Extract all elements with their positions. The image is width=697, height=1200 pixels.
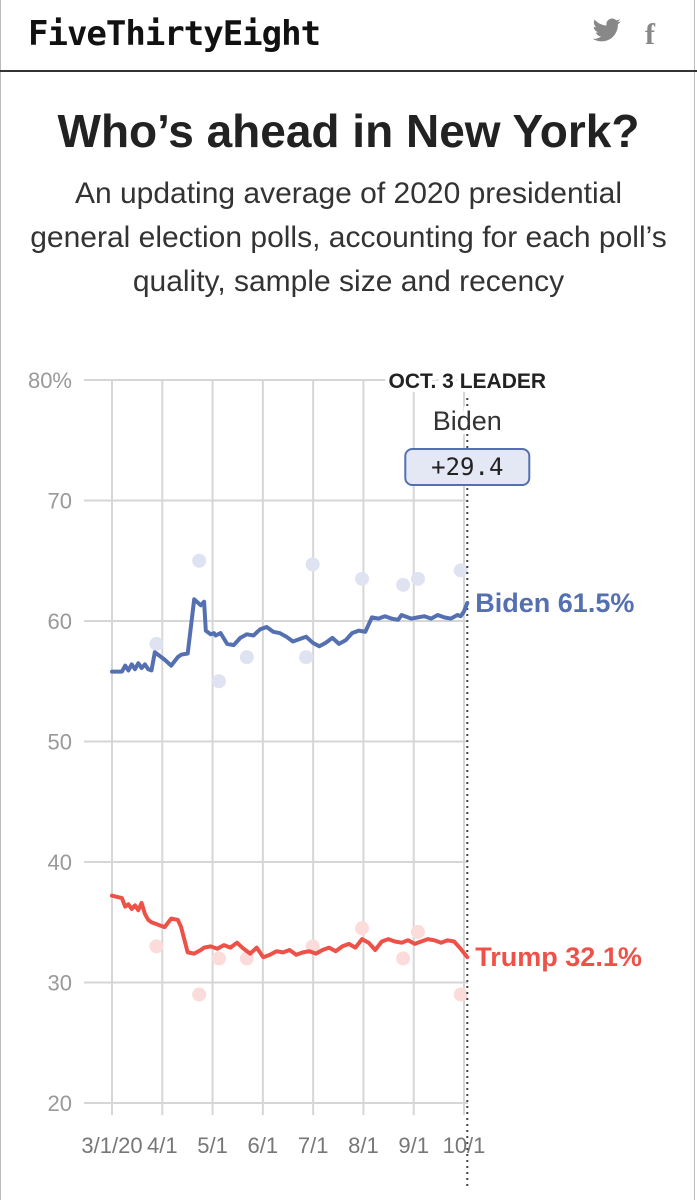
y-tick-label: 30 bbox=[48, 971, 72, 996]
x-tick-label: 10/1 bbox=[443, 1133, 486, 1158]
leader-name: Biden bbox=[433, 406, 502, 436]
series-end-label-trump: Trump 32.1% bbox=[475, 942, 642, 972]
polling-average-chart: 80% 70 60 50 40 30 20 3/1/20 4/1 5/1 6/1 7/1 8/1 9/1 1… bbox=[28, 366, 642, 1190]
y-tick-label: 70 bbox=[48, 489, 72, 514]
series-end-label-biden: Biden 61.5% bbox=[475, 588, 634, 618]
twitter-icon[interactable] bbox=[592, 18, 622, 52]
site-logo[interactable]: FiveThirtyEight bbox=[28, 14, 321, 54]
poll-dot bbox=[299, 650, 314, 665]
x-tick-label: 7/1 bbox=[298, 1133, 329, 1158]
leader-header: OCT. 3 LEADER bbox=[389, 370, 547, 393]
x-tick-label: 6/1 bbox=[248, 1133, 279, 1158]
top-bar: FiveThirtyEight f bbox=[0, 0, 697, 72]
poll-dot bbox=[239, 650, 254, 665]
y-tick-label: 60 bbox=[48, 609, 72, 634]
poll-dot bbox=[396, 577, 411, 592]
poll-dot bbox=[410, 571, 425, 586]
poll-dot bbox=[396, 951, 411, 966]
x-tick-label: 4/1 bbox=[147, 1133, 178, 1158]
poll-dot bbox=[211, 674, 226, 689]
poll-dot bbox=[149, 636, 164, 651]
poll-dot bbox=[355, 571, 370, 586]
poll-dot bbox=[192, 987, 207, 1002]
y-tick-label: 80% bbox=[28, 368, 72, 393]
poll-dot bbox=[211, 951, 226, 966]
poll-dot bbox=[192, 553, 207, 568]
leader-margin-value: +29.4 bbox=[431, 453, 503, 481]
poll-dot bbox=[355, 921, 370, 936]
series-line-biden bbox=[110, 597, 470, 674]
y-tick-label: 50 bbox=[48, 730, 72, 755]
page-title: Who’s ahead in New York? bbox=[57, 105, 640, 157]
x-tick-label: 9/1 bbox=[398, 1133, 429, 1158]
poll-dot bbox=[453, 987, 468, 1002]
page-subtitle: An updating average of 2020 presidential… bbox=[30, 177, 667, 298]
twitter-bird-glyph bbox=[592, 18, 621, 42]
poll-dot bbox=[305, 557, 320, 572]
facebook-icon[interactable]: f bbox=[645, 18, 655, 51]
x-tick-label: 5/1 bbox=[197, 1133, 228, 1158]
y-tick-label: 20 bbox=[48, 1091, 72, 1116]
leader-margin-badge bbox=[404, 448, 531, 486]
poll-dot bbox=[149, 939, 164, 954]
poll-dot bbox=[453, 563, 468, 578]
poll-dot bbox=[410, 924, 425, 939]
y-tick-label: 40 bbox=[48, 850, 72, 875]
series-line-trump bbox=[110, 893, 470, 960]
x-tick-label: 3/1/20 bbox=[81, 1133, 142, 1158]
x-tick-label: 8/1 bbox=[348, 1133, 379, 1158]
